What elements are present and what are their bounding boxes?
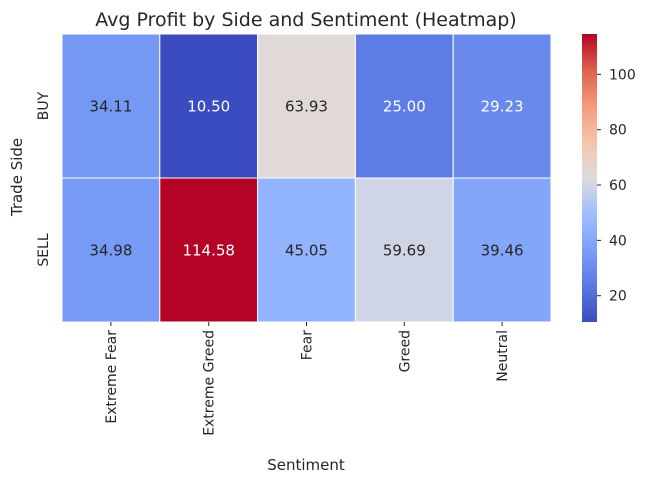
heatmap-cell [452,33,552,179]
y-tick-labels: BUY SELL [36,91,52,266]
colorbar-tick-label: 100 [609,67,636,83]
colorbar-tick-label: 80 [609,123,627,139]
colorbar-ticks: 20 40 60 80 100 [597,67,636,305]
heatmap-cell [354,33,454,179]
x-tick-label: Extreme Fear [104,330,120,424]
cell-value-label: 25.00 [383,98,426,116]
y-axis-label: Trade Side [8,138,26,217]
cell-value-label: 114.58 [182,242,235,260]
heatmap-cell [257,177,356,323]
colorbar-tick-label: 40 [609,233,627,249]
heatmap-cell [452,177,552,323]
cell-value-label: 29.23 [481,98,524,116]
y-tick-label: BUY [36,91,52,120]
chart-title: Avg Profit by Side and Sentiment (Heatma… [95,9,516,31]
cell-value-label: 10.50 [187,98,230,116]
y-tick-label: SELL [36,233,52,267]
heatmap-cell [61,177,161,323]
x-axis-label: Sentiment [267,456,345,474]
colorbar-tick-label: 60 [609,178,627,194]
heatmap-cell [61,33,161,179]
cell-value-label: 45.05 [285,242,328,260]
x-tick-label: Greed [397,330,413,372]
colorbar [582,34,597,322]
cell-value-label: 34.98 [89,242,132,260]
heatmap-cells [61,33,552,323]
x-tick-label: Fear [300,330,316,360]
heatmap-cell [159,33,259,179]
colorbar-tick-label: 20 [609,289,627,305]
cell-value-label: 39.46 [481,242,524,260]
cell-value-label: 59.69 [383,242,426,260]
x-tick-label: Neutral [495,330,511,382]
heatmap-cell [257,33,356,179]
x-tick-labels: Extreme Fear Extreme Greed Fear Greed Neutra… [104,322,511,436]
cell-value-label: 63.93 [285,98,328,116]
x-tick-label: Extreme Greed [202,330,218,436]
cell-value-label: 34.11 [89,98,132,116]
heatmap-value-labels: 34.11 10.50 63.93 25.00 29.23 34.98 114.58 45.0… [89,98,523,260]
